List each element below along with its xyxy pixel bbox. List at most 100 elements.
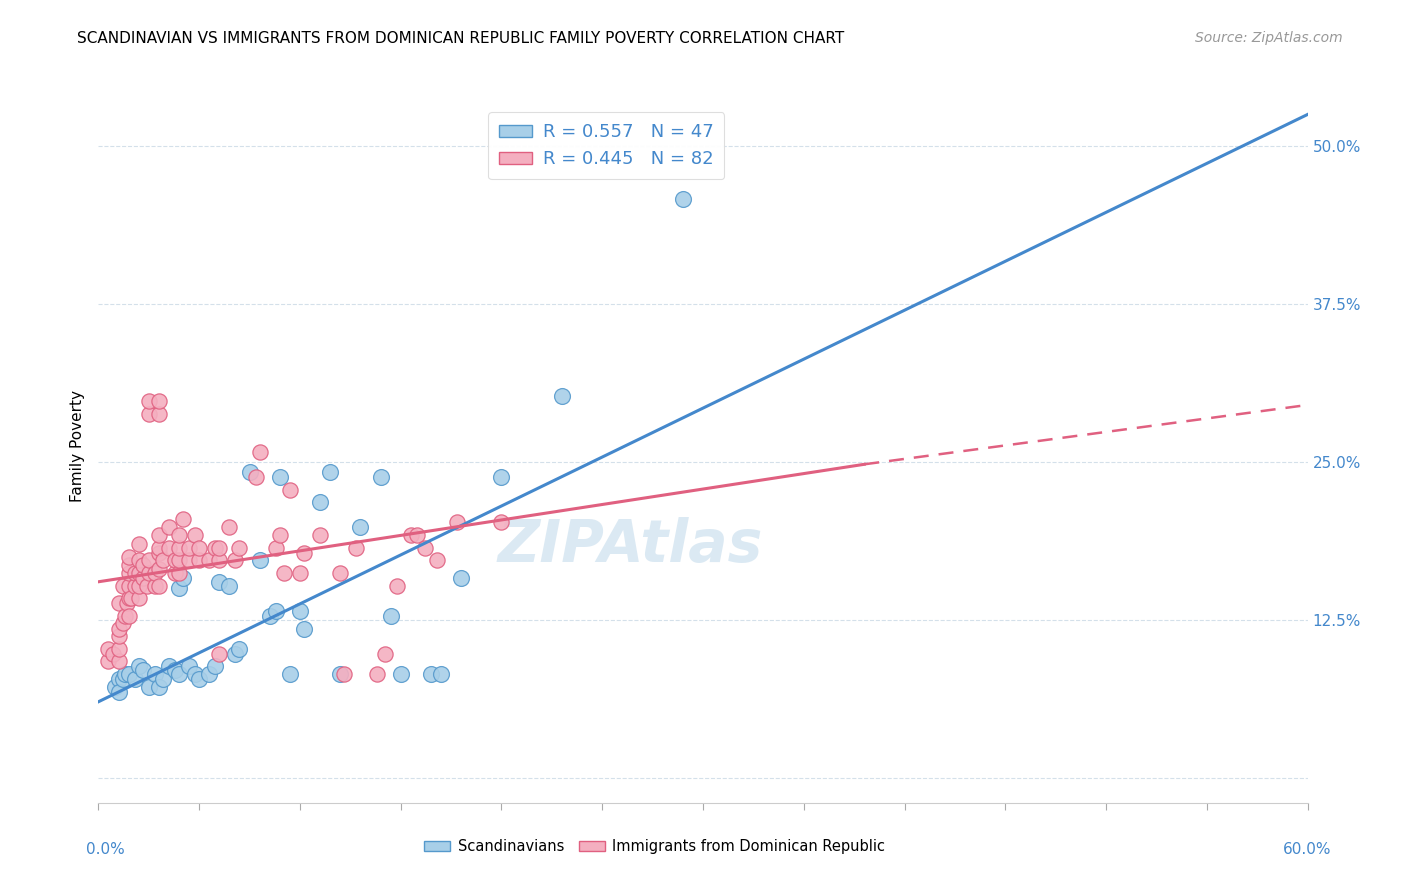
Point [115,596,138,610]
Point [374,647,396,661]
Point [288,604,311,618]
Point [167,566,190,580]
Point [114,608,136,623]
Point [179,541,201,555]
Point [111,672,134,686]
Point [148,528,170,542]
Point [292,622,315,636]
Text: 60.0%: 60.0% [1284,842,1331,857]
Point [249,553,271,567]
Y-axis label: Family Poverty: Family Poverty [70,390,86,502]
Point [278,483,301,497]
Point [413,541,436,555]
Point [188,672,211,686]
Point [426,553,449,567]
Point [329,566,352,580]
Point [179,659,201,673]
Point [111,578,134,592]
Point [163,566,186,580]
Point [380,608,402,623]
Text: 0.0%: 0.0% [86,842,125,857]
Point [132,571,155,585]
Point [224,647,246,661]
Point [124,566,146,580]
Point [118,591,141,606]
Point [389,667,412,681]
Point [269,528,291,542]
Point [188,541,211,555]
Point [128,591,150,606]
Point [309,495,332,509]
Point [198,667,221,681]
Point [245,470,267,484]
Point [128,566,150,580]
Point [124,578,146,592]
Text: Source: ZipAtlas.com: Source: ZipAtlas.com [1195,31,1343,45]
Point [264,604,287,618]
Point [152,672,174,686]
Point [450,571,472,585]
Point [228,641,250,656]
Point [430,667,453,681]
Legend: Scandinavians, Immigrants from Dominican Republic: Scandinavians, Immigrants from Dominican… [418,833,891,860]
Point [157,541,180,555]
Point [132,663,155,677]
Point [385,578,408,592]
Point [107,629,129,643]
Point [184,528,207,542]
Point [491,516,513,530]
Point [491,470,513,484]
Point [107,672,129,686]
Point [120,591,142,606]
Point [114,667,136,681]
Point [132,558,155,573]
Point [551,389,574,403]
Point [138,407,160,421]
Point [366,667,388,681]
Point [446,516,468,530]
Point [135,578,157,592]
Point [118,558,141,573]
Point [152,553,174,567]
Point [138,680,160,694]
Point [269,470,291,484]
Point [97,641,120,656]
Point [118,608,141,623]
Point [249,444,271,458]
Point [148,562,170,576]
Point [188,553,211,567]
Point [405,528,427,542]
Point [148,541,170,555]
Point [118,566,141,580]
Point [107,654,129,668]
Point [111,616,134,631]
Point [143,667,166,681]
Point [128,659,150,673]
Point [167,667,190,681]
Point [157,659,180,673]
Point [124,672,146,686]
Point [118,667,141,681]
Point [97,654,120,668]
Point [288,566,311,580]
Point [101,647,124,661]
Point [157,520,180,534]
Point [224,553,246,567]
Point [179,553,201,567]
Point [167,581,190,595]
Point [208,574,231,589]
Point [184,667,207,681]
Point [138,553,160,567]
Point [218,520,240,534]
Point [128,537,150,551]
Point [204,659,226,673]
Point [273,566,295,580]
Point [259,608,281,623]
Point [148,546,170,560]
Point [264,541,287,555]
Text: ZIPAtlas: ZIPAtlas [498,517,763,574]
Point [172,571,194,585]
Point [218,578,240,592]
Point [103,680,125,694]
Point [319,465,342,479]
